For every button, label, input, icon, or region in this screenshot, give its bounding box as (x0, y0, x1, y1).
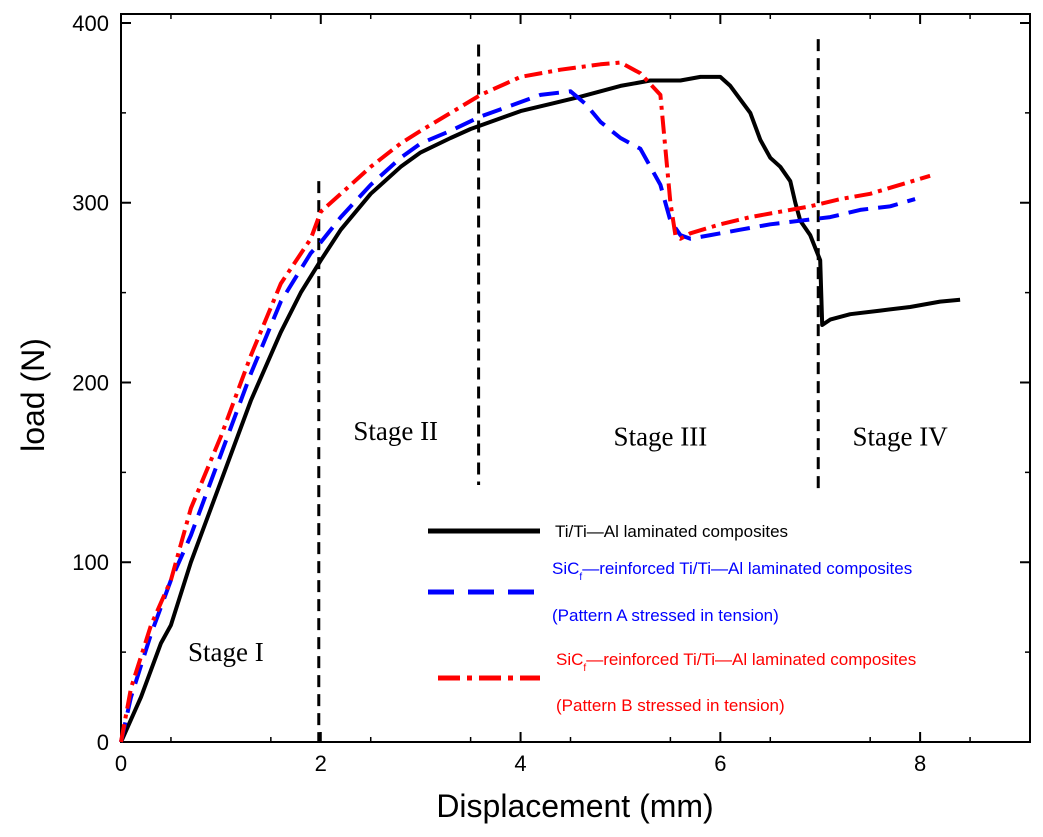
stage-label: Stage I (188, 637, 264, 667)
axis-ticks: 0 2 4 6 8 0 100 200 300 400 (72, 11, 1030, 776)
legend-entry-text: SiCf—reinforced Ti/Ti—Al laminated compo… (552, 559, 912, 583)
legend-entry-text: Ti/Ti—Al laminated composites (555, 522, 788, 541)
x-tick-label: 2 (315, 751, 327, 776)
stage-label: Stage II (353, 416, 438, 446)
legend-text-main: Ti/Ti—Al laminated composites (555, 522, 788, 541)
stage-label: Stage IV (853, 421, 949, 451)
legend-text-rest: —reinforced Ti/Ti—Al laminated composite… (582, 559, 912, 578)
legend-entry-text: (Pattern B stressed in tension) (556, 696, 785, 715)
legend-text-main: SiC (552, 559, 579, 578)
y-axis-title: load (N) (15, 338, 51, 452)
y-tick-label: 200 (72, 370, 109, 395)
legend-text-main: (Pattern A stressed in tension) (552, 606, 779, 625)
legend-text-subscript: f (579, 572, 582, 583)
y-tick-label: 400 (72, 11, 109, 36)
plot-frame (120, 13, 1031, 743)
series-line-1 (119, 74, 961, 743)
legend-text-subscript: f (583, 663, 586, 674)
legend-text-rest: —reinforced Ti/Ti—Al laminated composite… (586, 650, 916, 669)
stage-label: Stage III (614, 421, 708, 451)
stage-divider-lines (317, 39, 820, 742)
y-tick-label: 0 (97, 730, 109, 755)
x-tick-label: 6 (714, 751, 726, 776)
y-tick-label: 100 (72, 550, 109, 575)
legend: Ti/Ti—Al laminated compositesSiCf—reinfo… (428, 522, 916, 715)
series-line-2 (119, 89, 916, 743)
x-axis-title: Displacement (mm) (436, 788, 713, 824)
plot-border (120, 13, 1031, 743)
legend-entry-text: (Pattern A stressed in tension) (552, 606, 779, 625)
legend-text-main: SiC (556, 650, 583, 669)
x-tick-label: 8 (914, 751, 926, 776)
legend-text-main: (Pattern B stressed in tension) (556, 696, 785, 715)
x-tick-label: 4 (514, 751, 526, 776)
series-lines (119, 60, 961, 743)
stage-labels: Stage I Stage II Stage III Stage IV (188, 416, 948, 667)
y-tick-label: 300 (72, 191, 109, 216)
series-line-3 (119, 60, 931, 743)
x-tick-label: 0 (115, 751, 127, 776)
legend-entry-text: SiCf—reinforced Ti/Ti—Al laminated compo… (556, 650, 916, 674)
